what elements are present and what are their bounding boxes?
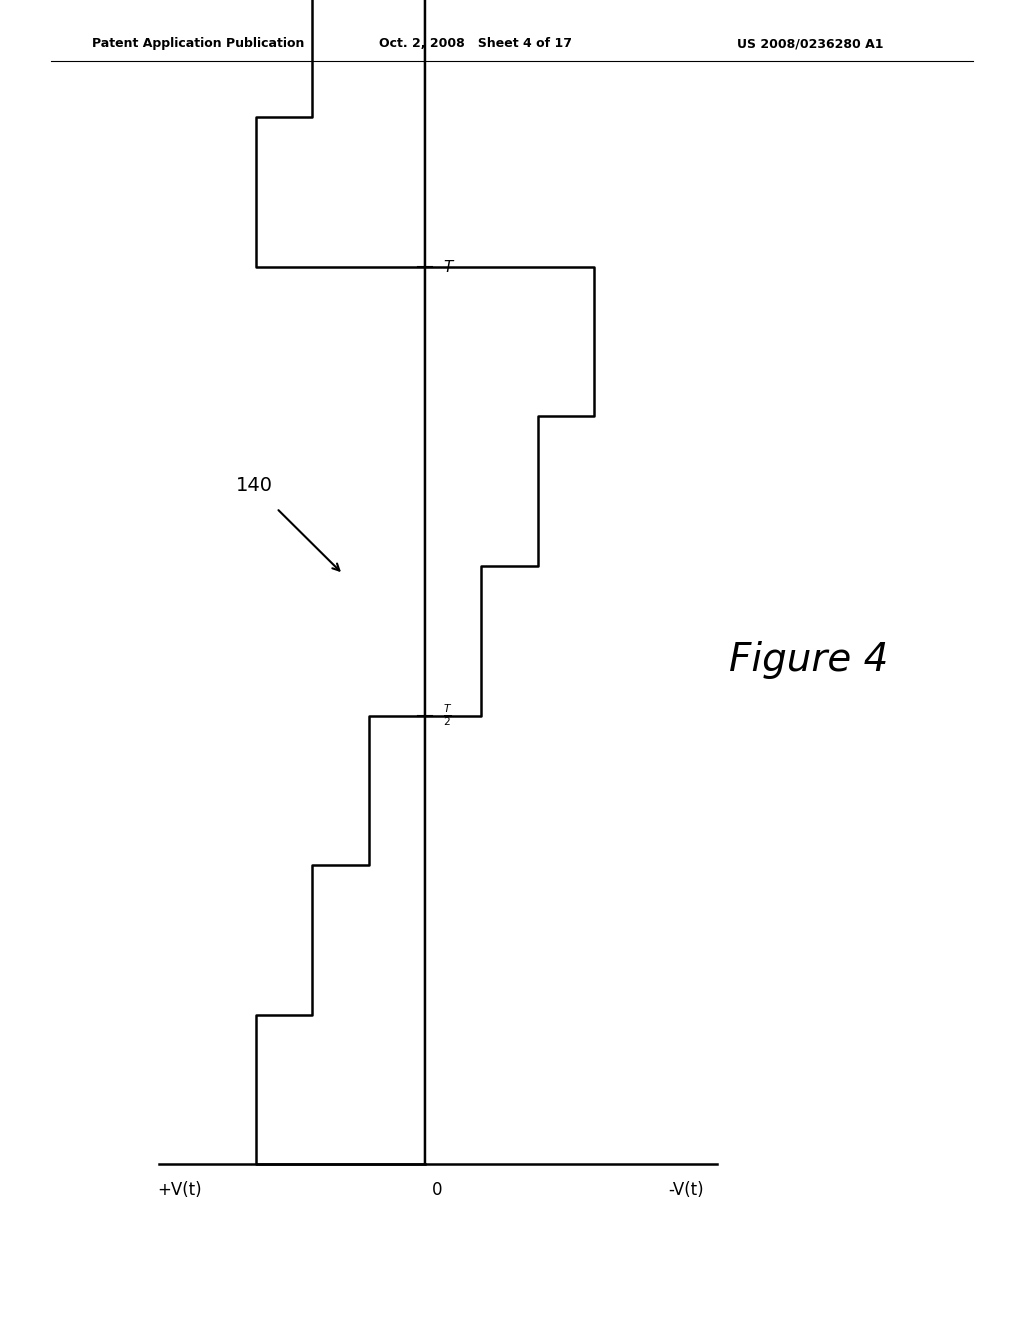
Text: 0: 0 [432,1181,442,1200]
Text: $\frac{T}{2}$: $\frac{T}{2}$ [443,702,453,729]
Text: $T$: $T$ [443,259,456,275]
Text: Patent Application Publication: Patent Application Publication [92,37,304,50]
Text: Figure 4: Figure 4 [729,642,889,678]
Text: +V(t): +V(t) [157,1181,202,1200]
Text: Oct. 2, 2008   Sheet 4 of 17: Oct. 2, 2008 Sheet 4 of 17 [379,37,571,50]
Text: 140: 140 [236,477,272,495]
Text: US 2008/0236280 A1: US 2008/0236280 A1 [737,37,884,50]
Text: -V(t): -V(t) [669,1181,703,1200]
